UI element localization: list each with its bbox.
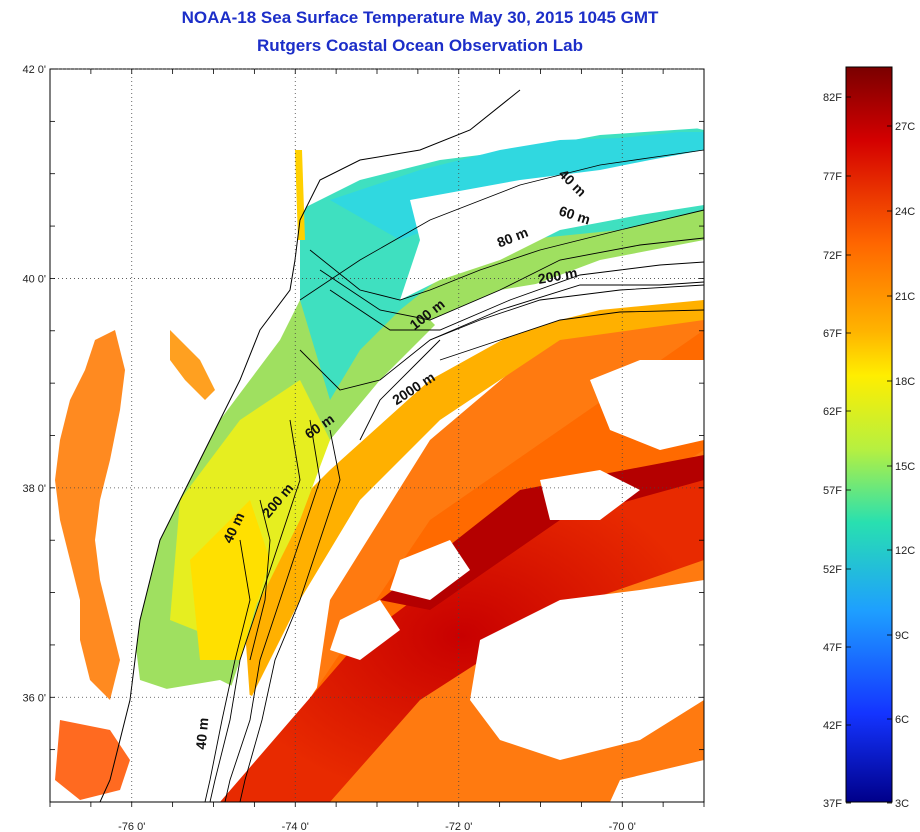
lon-tick-label: -74 0' <box>282 821 309 832</box>
colorbar-f-label: 67F <box>823 328 842 340</box>
lon-tick-label: -76 0' <box>118 821 145 832</box>
colorbar-f-label: 47F <box>823 642 842 654</box>
contour-label: 40 m <box>193 717 212 750</box>
lon-tick-label: -72 0' <box>445 821 472 832</box>
colorbar-celsius-labels: 27C 24C 21C 18C 15C 12C 9C 6C 3C <box>887 121 915 810</box>
lat-tick-label: 40 0' <box>22 273 46 285</box>
colorbar-f-label: 57F <box>823 485 842 497</box>
lon-tick-label: -70 0' <box>609 821 636 832</box>
colorbar-c-label: 3C <box>895 798 909 810</box>
colorbar-c-label: 21C <box>895 291 915 303</box>
temperature-field <box>50 69 704 802</box>
colorbar-c-label: 24C <box>895 206 915 218</box>
graticule <box>49 68 705 807</box>
colorbar-f-label: 72F <box>823 250 842 262</box>
colorbar-f-label: 42F <box>823 720 842 732</box>
lat-tick-label: 42 0' <box>22 64 46 76</box>
title-line-2: Rutgers Coastal Ocean Observation Lab <box>257 36 583 55</box>
colorbar-c-label: 27C <box>895 121 915 133</box>
tick-labels: 42 0' 40 0' 38 0' 36 0' -76 0' -74 0' -72 0' -7… <box>22 64 635 832</box>
colorbar-c-label: 12C <box>895 545 915 557</box>
colorbar-f-label: 62F <box>823 406 842 418</box>
title-line-1: NOAA-18 Sea Surface Temperature May 30, … <box>181 8 659 27</box>
contour-label: 200 m <box>537 264 579 287</box>
lat-tick-label: 36 0' <box>22 692 46 704</box>
colorbar: 82F 77F 72F 67F 62F 57F 52F 47F 42F 37F 27C 24C 21C… <box>823 66 915 810</box>
colorbar-gradient <box>845 66 893 803</box>
colorbar-f-label: 37F <box>823 798 842 810</box>
colorbar-c-label: 9C <box>895 630 909 642</box>
colorbar-f-label: 77F <box>823 171 842 183</box>
lat-tick-label: 38 0' <box>22 483 46 495</box>
colorbar-fahrenheit-labels: 82F 77F 72F 67F 62F 57F 52F 47F 42F 37F <box>823 92 851 810</box>
colorbar-c-label: 6C <box>895 714 909 726</box>
colorbar-c-label: 15C <box>895 461 915 473</box>
bathymetry-contours <box>204 209 704 802</box>
colorbar-c-label: 18C <box>895 376 915 388</box>
colorbar-f-label: 82F <box>823 92 842 104</box>
colorbar-f-label: 52F <box>823 564 842 576</box>
